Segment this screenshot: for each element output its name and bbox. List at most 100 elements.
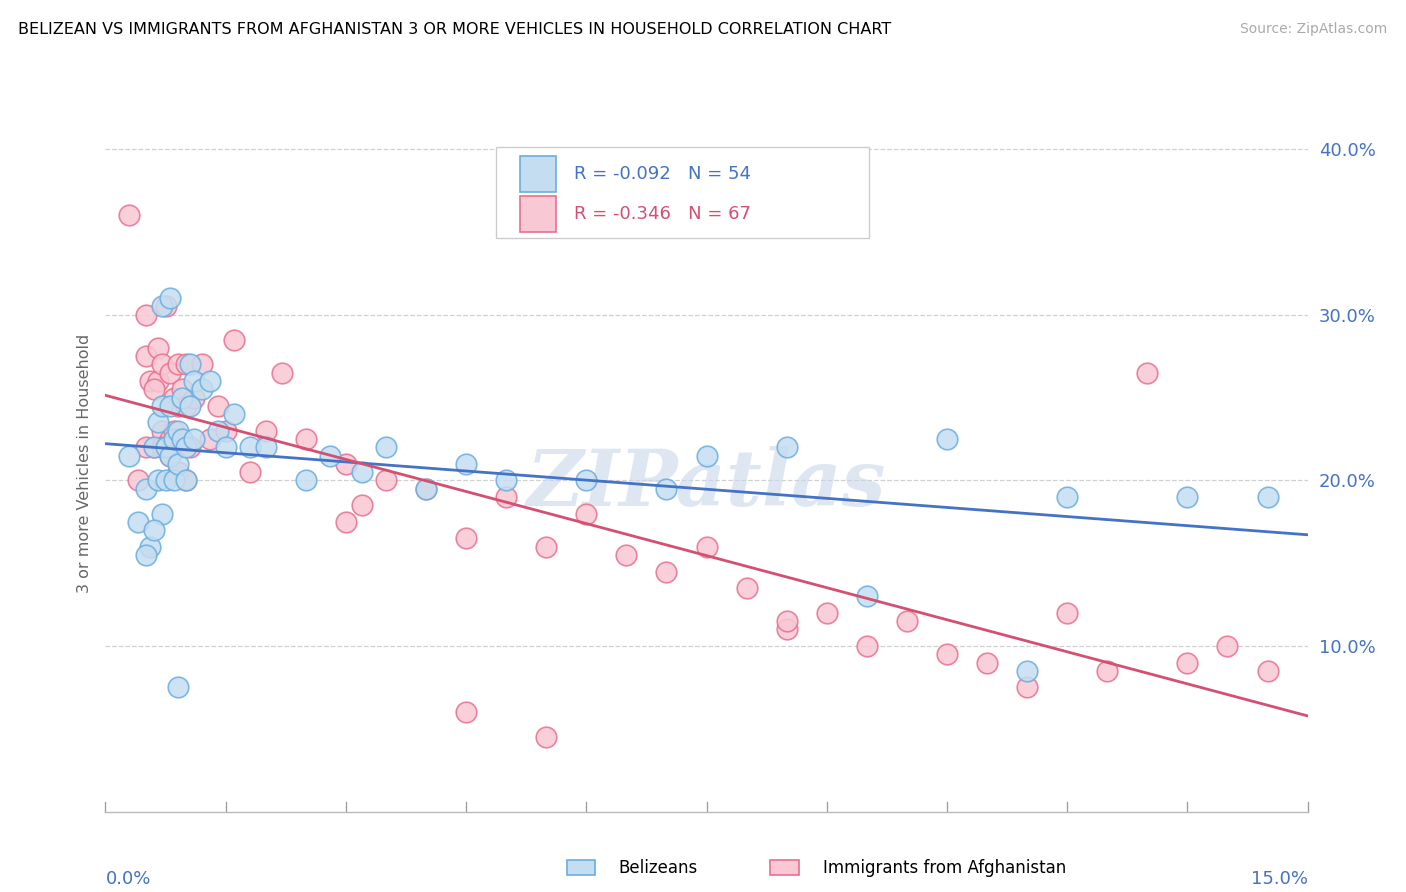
Point (159, 366, 181, 380)
Point (174, 474, 197, 488)
Point (190, 358, 212, 372)
Point (170, 432, 193, 446)
Point (159, 449, 181, 463)
Point (159, 291, 181, 305)
Text: Source: ZipAtlas.com: Source: ZipAtlas.com (1240, 22, 1388, 37)
FancyBboxPatch shape (520, 196, 557, 232)
Text: 0.0%: 0.0% (105, 870, 150, 888)
Point (162, 432, 184, 446)
Point (374, 440, 398, 454)
FancyBboxPatch shape (520, 156, 557, 192)
Point (166, 399, 188, 413)
Point (118, 208, 141, 222)
Point (155, 300, 177, 314)
Point (142, 523, 165, 537)
Point (146, 416, 169, 430)
Point (150, 424, 173, 438)
Point (179, 440, 201, 454)
Point (150, 507, 173, 521)
Text: ZIPatlas: ZIPatlas (527, 447, 886, 523)
Point (138, 374, 160, 388)
Point (150, 358, 173, 372)
Point (135, 548, 157, 562)
Point (174, 399, 197, 413)
Point (198, 374, 221, 388)
Point (174, 440, 197, 454)
Point (166, 358, 188, 372)
Point (174, 358, 197, 372)
Point (198, 432, 221, 446)
Point (735, 581, 758, 595)
Point (855, 639, 877, 653)
Point (254, 424, 277, 438)
Point (135, 482, 157, 496)
Text: Immigrants from Afghanistan: Immigrants from Afghanistan (823, 859, 1066, 877)
Point (1257, 490, 1279, 504)
Point (295, 474, 318, 488)
Point (207, 399, 229, 413)
Point (896, 614, 918, 628)
Point (319, 449, 342, 463)
Point (776, 623, 799, 637)
Point (415, 482, 437, 496)
Bar (567, 860, 595, 875)
Point (127, 515, 149, 529)
Point (170, 382, 193, 396)
Point (170, 432, 193, 446)
Text: 15.0%: 15.0% (1250, 870, 1308, 888)
Point (456, 457, 478, 471)
Point (254, 440, 277, 454)
Point (1257, 664, 1279, 678)
Point (162, 474, 184, 488)
Point (155, 474, 177, 488)
Point (190, 382, 212, 396)
Point (183, 391, 205, 405)
Point (936, 648, 959, 662)
Point (142, 440, 165, 454)
FancyBboxPatch shape (496, 147, 869, 238)
Point (655, 565, 678, 579)
Point (166, 465, 188, 479)
Point (335, 457, 357, 471)
Text: R = -0.092   N = 54: R = -0.092 N = 54 (574, 165, 751, 183)
Point (1056, 490, 1078, 504)
Point (350, 498, 373, 512)
Point (159, 449, 181, 463)
Text: R = -0.346   N = 67: R = -0.346 N = 67 (574, 205, 751, 223)
Point (150, 300, 173, 314)
Point (166, 457, 188, 471)
Point (855, 590, 877, 604)
Point (655, 482, 678, 496)
Point (222, 407, 245, 421)
Point (270, 366, 292, 380)
Point (159, 432, 181, 446)
Point (170, 391, 193, 405)
Point (183, 432, 205, 446)
Point (776, 440, 799, 454)
Point (162, 424, 184, 438)
Point (135, 308, 157, 322)
Point (214, 440, 236, 454)
Point (166, 424, 188, 438)
Point (150, 399, 173, 413)
Point (350, 465, 373, 479)
Point (183, 374, 205, 388)
Point (495, 490, 517, 504)
Point (1015, 681, 1038, 695)
Text: Belizeans: Belizeans (619, 859, 697, 877)
Point (207, 424, 229, 438)
Bar (770, 860, 799, 875)
Point (179, 358, 201, 372)
Point (239, 440, 262, 454)
Point (1056, 606, 1078, 620)
Point (936, 432, 959, 446)
Point (1175, 656, 1198, 670)
Y-axis label: 3 or more Vehicles in Household: 3 or more Vehicles in Household (76, 334, 91, 593)
Point (495, 474, 517, 488)
Point (976, 656, 998, 670)
Point (166, 681, 188, 695)
Point (575, 474, 598, 488)
Text: BELIZEAN VS IMMIGRANTS FROM AFGHANISTAN 3 OR MORE VEHICLES IN HOUSEHOLD CORRELAT: BELIZEAN VS IMMIGRANTS FROM AFGHANISTAN … (18, 22, 891, 37)
Point (696, 540, 718, 554)
Point (696, 449, 718, 463)
